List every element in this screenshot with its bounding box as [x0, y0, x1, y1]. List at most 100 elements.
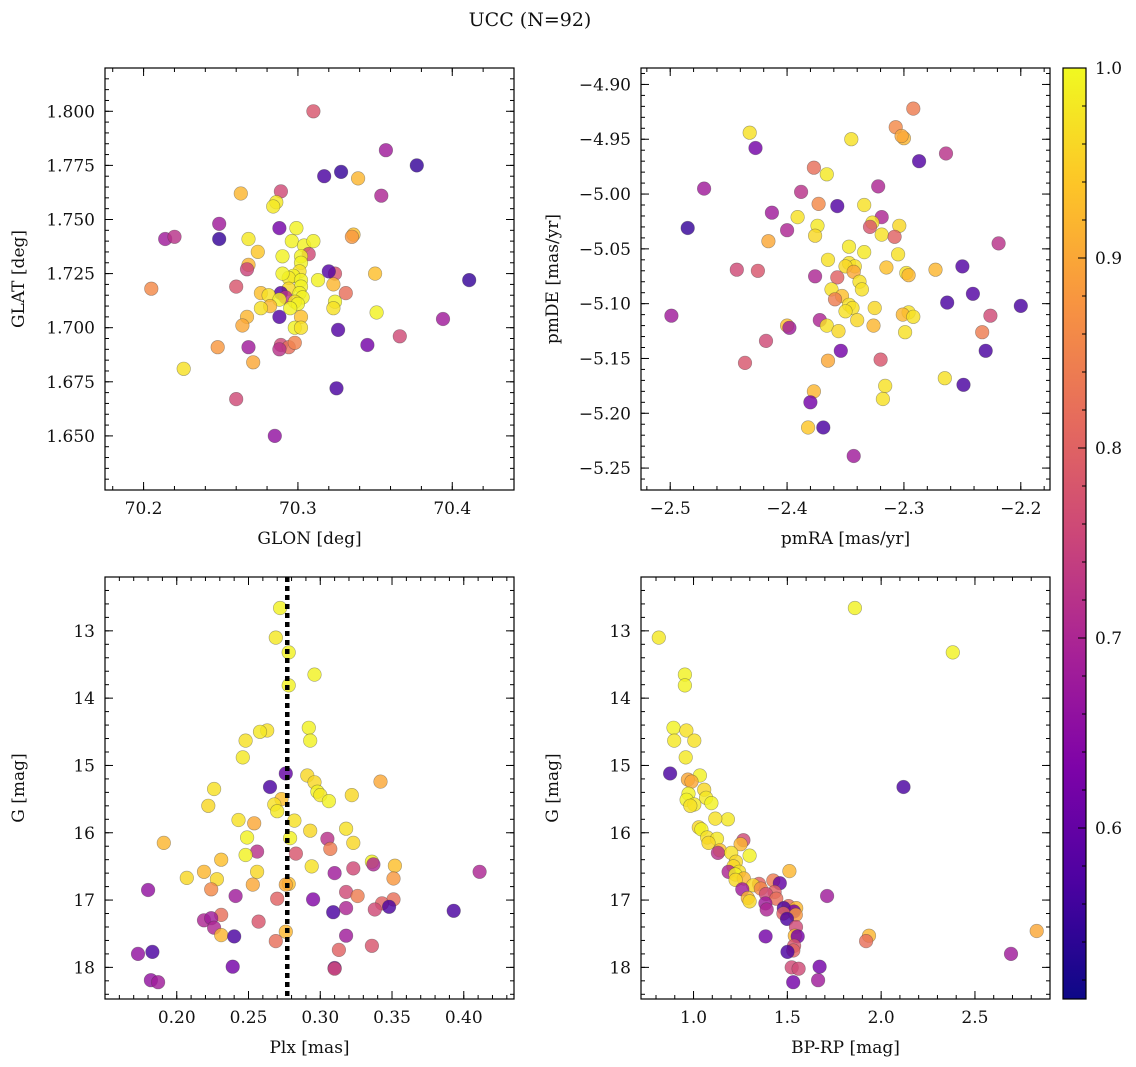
data-point: [687, 733, 702, 748]
data-point: [708, 811, 723, 826]
data-point: [800, 420, 816, 435]
data-point: [214, 852, 229, 867]
x-tick-label: 0.25: [230, 1008, 268, 1028]
y-tick-label: 1.800: [46, 102, 95, 122]
y-tick-label: −4.95: [579, 130, 631, 150]
data-point: [830, 199, 845, 214]
data-point: [270, 891, 285, 906]
data-point: [339, 928, 354, 943]
data-point: [317, 169, 332, 184]
data-point: [791, 961, 806, 976]
data-point: [897, 325, 913, 340]
data-point: [253, 301, 268, 316]
y-tick-label: −5.15: [579, 349, 631, 369]
data-point: [306, 892, 321, 907]
y-tick-label: 15: [73, 756, 95, 776]
data-point: [819, 167, 834, 182]
data-point: [887, 229, 902, 244]
data-point: [937, 371, 952, 386]
scatter-points: [651, 600, 1044, 990]
data-point: [272, 309, 287, 325]
y-tick-label: 16: [609, 824, 631, 844]
data-point: [310, 273, 326, 288]
y-axis-label: G [mag]: [9, 753, 29, 822]
y-tick-label: −5.25: [579, 459, 631, 479]
y-tick-label: 14: [73, 689, 95, 709]
data-point: [326, 905, 341, 920]
x-tick-label: 70.2: [125, 499, 163, 519]
x-tick-label: 0.40: [445, 1008, 483, 1028]
y-tick-label: 17: [609, 891, 631, 911]
data-point: [758, 929, 773, 944]
axes-frame: [640, 67, 1051, 491]
data-point: [710, 845, 726, 861]
y-tick-label: 1.750: [46, 210, 95, 230]
data-point: [366, 857, 381, 872]
colorbar: 0.6 0.7 0.8 0.9 1.0: [1062, 59, 1122, 1000]
panel-2: −2.5 −2.4 −2.3 −2.2 −5.25 −5.20 −5.15 −5.10 −5.0…: [543, 67, 1051, 549]
data-point: [857, 245, 872, 260]
x-tick-label: 70.3: [279, 499, 317, 519]
data-point: [728, 872, 743, 888]
data-point: [235, 750, 250, 765]
data-point: [701, 835, 716, 851]
y-tick-label: 15: [609, 756, 631, 776]
data-point: [435, 311, 451, 327]
data-point: [680, 220, 695, 236]
data-point: [287, 813, 302, 828]
data-point: [344, 787, 359, 803]
data-point: [1003, 946, 1019, 962]
data-point: [857, 197, 872, 213]
data-point: [1029, 923, 1044, 939]
data-point: [871, 179, 886, 194]
x-tick-label: 2.5: [961, 1008, 988, 1028]
data-point: [820, 353, 836, 368]
data-point: [367, 902, 382, 917]
data-point: [288, 846, 304, 861]
data-point: [241, 231, 256, 247]
data-point: [965, 286, 981, 301]
x-tick-label: 0.30: [301, 1008, 339, 1028]
axis-ticks: [641, 576, 1051, 999]
data-point: [858, 933, 874, 949]
data-point: [975, 325, 990, 340]
data-point: [225, 959, 240, 974]
x-axis-label: BP-RP [mag]: [791, 1038, 900, 1058]
data-point: [956, 377, 971, 392]
y-tick-label: 13: [609, 622, 631, 642]
panel-4: 1.0 1.5 2.0 2.5 13 14 15 16 17 18 BP-RP [mag] G [ma…: [543, 576, 1051, 1058]
data-point: [130, 946, 146, 962]
data-point: [323, 841, 338, 857]
colorbar-tick-label: 1.0: [1095, 59, 1122, 79]
data-point: [268, 933, 283, 949]
axes-frame: [104, 576, 515, 1000]
y-tick-label: 14: [609, 689, 631, 709]
x-axis-label: Plx [mas]: [269, 1038, 349, 1058]
y-tick-label: 1.675: [46, 373, 95, 393]
data-point: [833, 343, 848, 358]
data-point: [664, 308, 679, 323]
colorbar-frame: [1062, 67, 1087, 1000]
data-point: [334, 164, 349, 179]
data-point: [759, 902, 774, 917]
data-point: [339, 900, 354, 916]
data-point: [339, 821, 354, 836]
colorbar-tick-label: 0.7: [1095, 629, 1122, 649]
data-point: [238, 847, 253, 863]
data-point: [911, 154, 927, 169]
y-tick-label: 16: [73, 824, 95, 844]
data-point: [779, 223, 795, 238]
y-tick-label: 1.700: [46, 319, 95, 339]
data-point: [245, 877, 260, 892]
data-point: [779, 911, 795, 927]
data-point: [262, 779, 278, 795]
data-point: [207, 781, 222, 797]
data-point: [409, 158, 424, 173]
data-point: [782, 320, 797, 335]
data-point: [270, 804, 285, 819]
data-point: [742, 125, 757, 140]
data-point: [812, 959, 827, 974]
data-point: [901, 268, 916, 283]
y-axis-label: pmDE [mas/yr]: [543, 214, 563, 344]
data-point: [272, 342, 287, 357]
